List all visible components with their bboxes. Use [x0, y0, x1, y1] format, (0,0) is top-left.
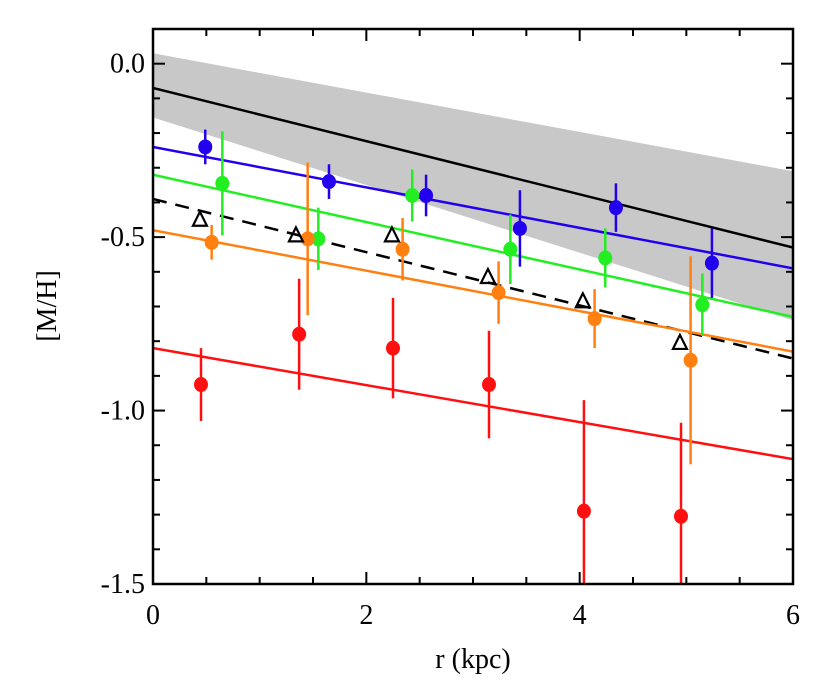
data-point — [683, 352, 698, 368]
data-point — [482, 377, 496, 393]
data-point — [405, 188, 420, 203]
y-axis-label: [M/H] — [32, 270, 63, 342]
plot-area — [153, 53, 793, 584]
y-tick-label: -1.0 — [101, 396, 145, 427]
x-tick-label: 0 — [146, 600, 160, 631]
data-point — [587, 311, 602, 327]
x-tick-label: 2 — [359, 600, 373, 631]
data-point — [419, 188, 434, 203]
fit-line-5 — [153, 346, 793, 461]
data-point — [395, 241, 410, 257]
fit-line-1 — [153, 145, 793, 270]
triangle-point — [671, 332, 689, 351]
x-tick-label: 6 — [786, 600, 800, 631]
data-point — [598, 250, 613, 266]
fit-line-2 — [153, 173, 793, 319]
triangle-point — [479, 266, 497, 285]
data-point — [695, 297, 710, 313]
triangle-point — [191, 209, 209, 227]
x-axis-label: r (kpc) — [435, 644, 510, 675]
data-point — [322, 174, 336, 190]
y-tick-label: -1.5 — [101, 569, 145, 600]
data-point — [503, 241, 518, 257]
data-point — [608, 200, 623, 216]
data-point — [386, 340, 400, 356]
data-point — [204, 234, 219, 250]
data-point — [704, 255, 719, 271]
x-tick-label: 4 — [573, 600, 587, 631]
triangle-point — [383, 224, 401, 243]
data-point — [674, 508, 688, 524]
data-point — [512, 220, 527, 236]
triangle-point — [287, 224, 305, 243]
y-tick-label: -0.5 — [101, 222, 145, 253]
fit-line-4 — [153, 228, 793, 353]
fit-line-3 — [153, 197, 793, 360]
data-point — [311, 231, 326, 247]
data-point — [491, 285, 506, 301]
y-tick-label: 0.0 — [110, 49, 145, 80]
fit-line-0 — [153, 86, 793, 249]
data-point — [292, 326, 307, 342]
shaded-band — [153, 53, 793, 321]
triangle-point — [574, 290, 592, 309]
data-point — [194, 377, 208, 393]
data-point — [576, 503, 591, 519]
data-point — [215, 175, 230, 191]
axes: 0 2 4 6 0.0 -0.5 -1.0 -1.5 — [101, 27, 800, 631]
data-point — [300, 231, 315, 247]
data-point — [198, 139, 213, 155]
